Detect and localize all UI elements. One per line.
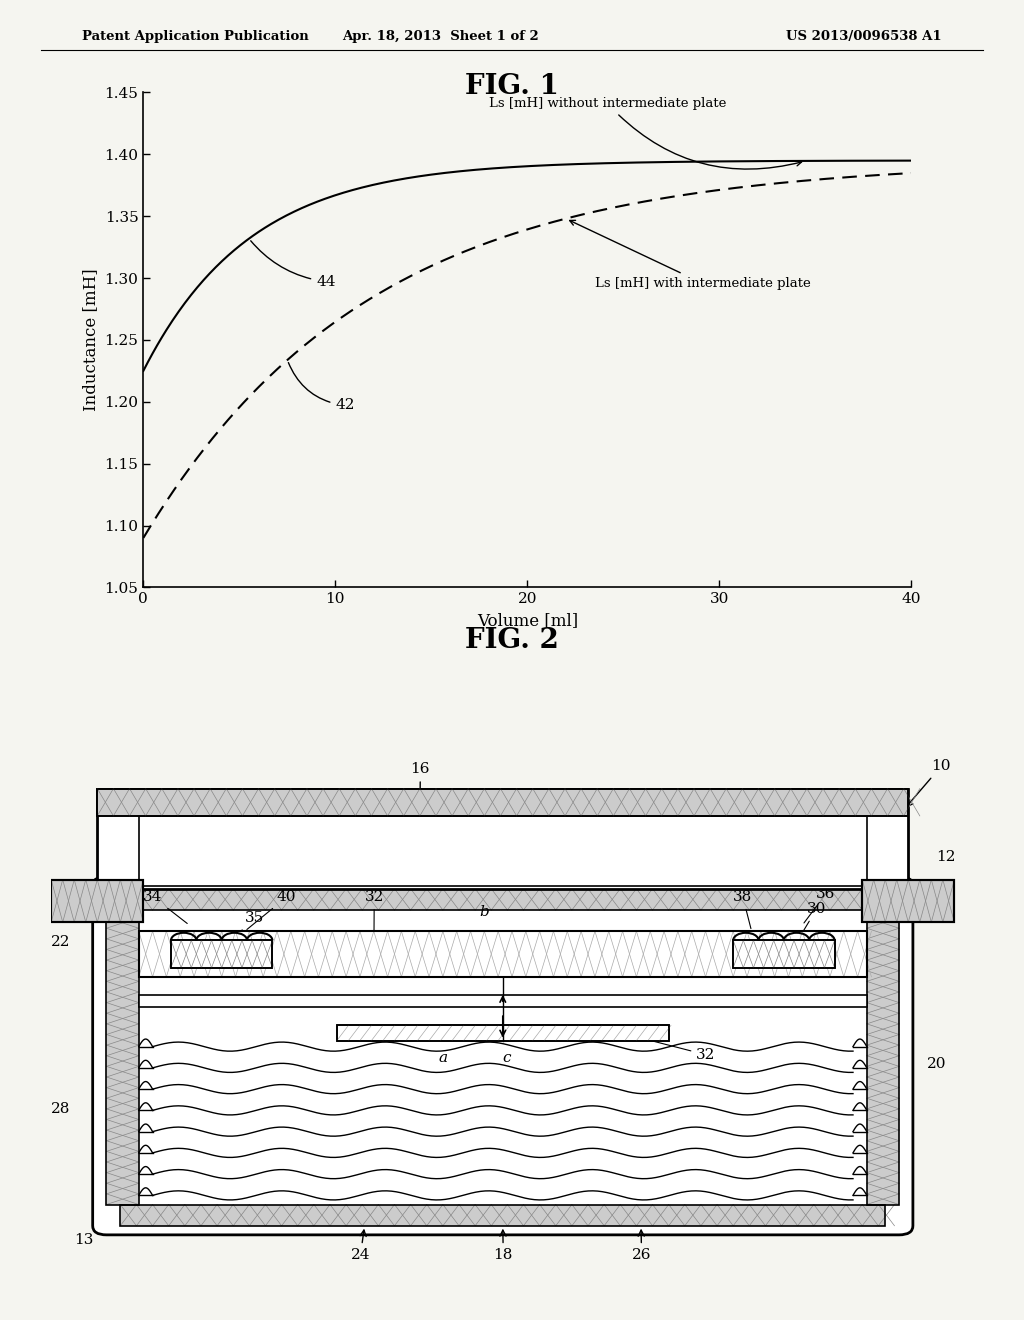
Text: b: b (479, 906, 489, 919)
Bar (171, 940, 272, 968)
Bar (867, 909, 899, 1204)
Bar (139, 995, 866, 1007)
Text: 14: 14 (505, 841, 546, 883)
X-axis label: Volume [ml]: Volume [ml] (477, 611, 578, 628)
Text: a: a (438, 1051, 447, 1065)
Text: 24: 24 (350, 1230, 371, 1262)
Text: 36: 36 (804, 887, 836, 923)
Bar (337, 1026, 669, 1040)
Text: 35: 35 (214, 911, 264, 957)
Text: 22: 22 (51, 936, 71, 949)
Text: 18: 18 (494, 1230, 513, 1262)
Text: 30: 30 (799, 902, 826, 939)
Text: 28: 28 (51, 1102, 71, 1117)
Y-axis label: Inductance [mH]: Inductance [mH] (82, 268, 99, 412)
FancyBboxPatch shape (93, 876, 913, 1236)
Text: Apr. 18, 2013  Sheet 1 of 2: Apr. 18, 2013 Sheet 1 of 2 (342, 30, 539, 44)
Bar (139, 816, 866, 886)
Bar (121, 1204, 886, 1226)
Text: 42: 42 (289, 363, 355, 412)
Bar (121, 1204, 886, 1226)
Bar (106, 909, 139, 1204)
Text: 13: 13 (75, 1233, 93, 1247)
Bar (121, 888, 886, 909)
Bar (51, 879, 143, 923)
Bar (337, 1026, 669, 1040)
Text: US 2013/0096538 A1: US 2013/0096538 A1 (786, 30, 942, 44)
Bar (97, 788, 908, 888)
Bar (139, 932, 866, 977)
Text: 10: 10 (906, 759, 951, 807)
Text: 32: 32 (630, 1035, 716, 1061)
Bar (862, 879, 954, 923)
Text: Ls [mH] without intermediate plate: Ls [mH] without intermediate plate (489, 98, 802, 169)
Text: 34: 34 (143, 890, 187, 924)
Bar (121, 888, 886, 909)
Bar (139, 932, 866, 977)
Text: 38: 38 (733, 890, 753, 928)
Bar (733, 940, 835, 968)
Bar (867, 909, 899, 1204)
Text: 16: 16 (411, 763, 430, 812)
Text: 26: 26 (632, 1230, 651, 1262)
Bar (862, 879, 954, 923)
Text: 40: 40 (247, 890, 297, 929)
Text: 20: 20 (927, 1057, 946, 1071)
Text: FIG. 1: FIG. 1 (465, 73, 559, 99)
Text: FIG. 2: FIG. 2 (465, 627, 559, 653)
Bar (97, 788, 908, 816)
Bar (106, 909, 139, 1204)
Text: 44: 44 (251, 240, 336, 289)
Text: 12: 12 (936, 850, 955, 865)
Bar (97, 788, 908, 816)
Text: 32: 32 (365, 890, 384, 968)
Bar (171, 940, 272, 968)
Text: Ls [mH] with intermediate plate: Ls [mH] with intermediate plate (569, 220, 810, 289)
Bar (51, 879, 143, 923)
Text: Patent Application Publication: Patent Application Publication (82, 30, 308, 44)
Bar (733, 940, 835, 968)
Text: c: c (503, 1051, 511, 1065)
